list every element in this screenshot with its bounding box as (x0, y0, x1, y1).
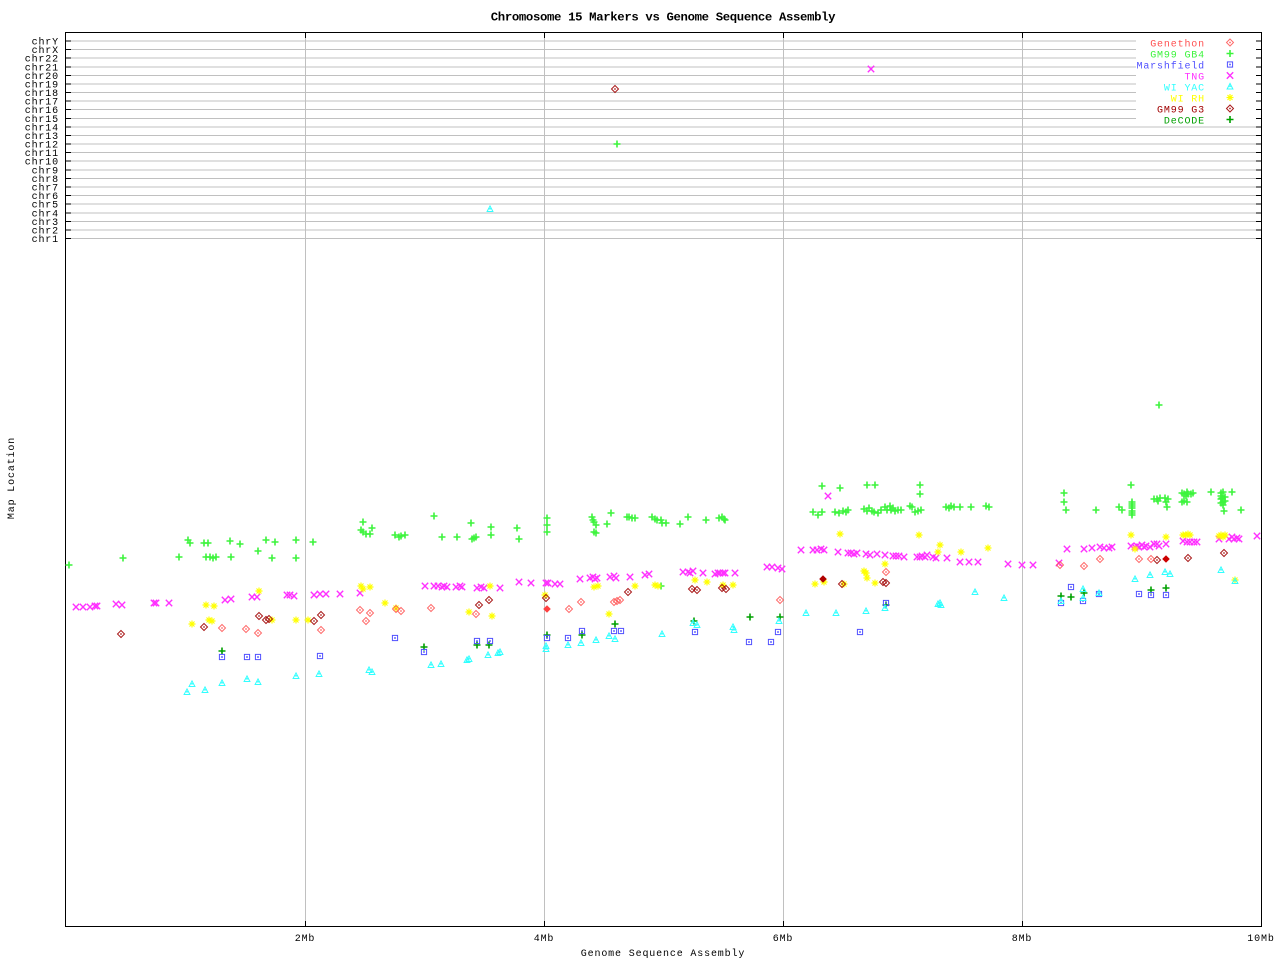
svg-text:chr13: chr13 (25, 131, 59, 143)
svg-text:Genethon: Genethon (1150, 38, 1205, 50)
svg-text:chr8: chr8 (32, 174, 59, 186)
svg-text:chr16: chr16 (25, 105, 59, 117)
svg-text:chr21: chr21 (25, 62, 59, 74)
svg-text:10Mb: 10Mb (1247, 933, 1274, 945)
svg-text:chr6: chr6 (32, 191, 59, 203)
svg-text:chrY: chrY (32, 37, 59, 49)
svg-text:2Mb: 2Mb (295, 933, 316, 945)
svg-text:chr22: chr22 (25, 54, 59, 66)
svg-text:8Mb: 8Mb (1012, 933, 1033, 945)
svg-text:TNG: TNG (1184, 72, 1205, 83)
svg-text:chr7: chr7 (32, 183, 59, 195)
svg-text:GM99 G3: GM99 G3 (1157, 105, 1205, 116)
svg-text:chr2: chr2 (32, 225, 59, 237)
svg-text:Marshfield: Marshfield (1136, 60, 1205, 72)
svg-text:4Mb: 4Mb (534, 933, 555, 945)
svg-text:chr9: chr9 (32, 165, 59, 177)
svg-text:chr19: chr19 (25, 79, 59, 91)
svg-text:chr4: chr4 (32, 208, 59, 220)
svg-text:chr12: chr12 (25, 140, 59, 152)
svg-text:Map Location: Map Location (6, 437, 18, 519)
svg-text:chrX: chrX (32, 45, 59, 57)
svg-text:chr18: chr18 (25, 88, 59, 100)
svg-text:chr20: chr20 (25, 71, 59, 83)
svg-text:Chromosome 15 Markers vs Genom: Chromosome 15 Markers vs Genome Sequence… (491, 11, 836, 25)
svg-text:GM99 GB4: GM99 GB4 (1150, 50, 1205, 61)
svg-text:6Mb: 6Mb (773, 933, 794, 945)
svg-text:chr15: chr15 (25, 114, 59, 126)
svg-text:chr3: chr3 (32, 217, 59, 229)
svg-text:chr14: chr14 (25, 122, 59, 134)
svg-text:DeCODE: DeCODE (1164, 116, 1205, 127)
svg-text:chr5: chr5 (32, 200, 59, 212)
svg-text:WI RH: WI RH (1171, 94, 1205, 105)
svg-text:WI YAC: WI YAC (1164, 83, 1205, 94)
svg-text:chr11: chr11 (25, 148, 59, 160)
svg-text:chr1: chr1 (32, 234, 59, 246)
svg-text:chr10: chr10 (25, 157, 59, 169)
svg-text:Genome Sequence Assembly: Genome Sequence Assembly (581, 948, 745, 960)
svg-text:chr17: chr17 (25, 97, 59, 109)
